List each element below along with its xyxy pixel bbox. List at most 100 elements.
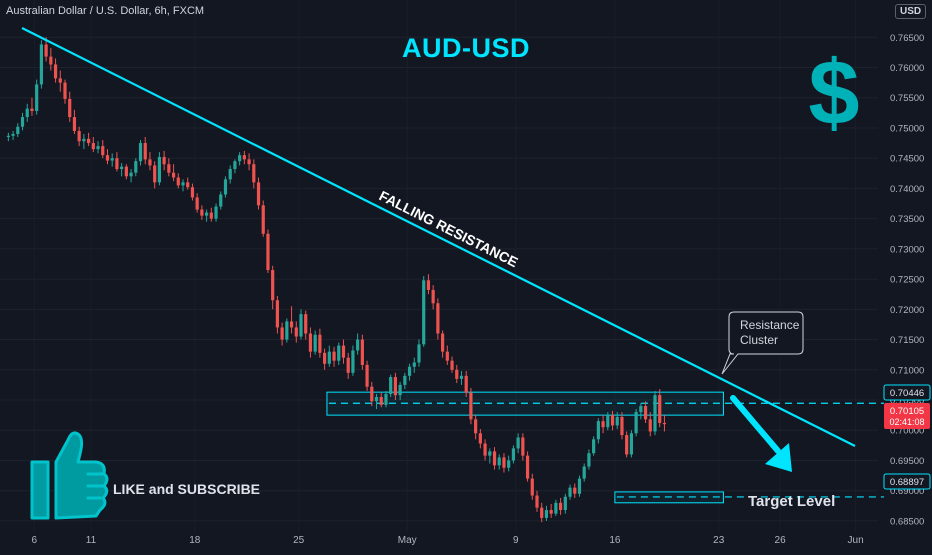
resistance-cluster-callout[interactable]: Resistance Cluster [721,311,804,375]
candle[interactable] [441,333,445,352]
candle[interactable] [370,386,374,402]
candle[interactable] [223,179,228,195]
candle[interactable] [68,98,72,118]
candle[interactable] [176,177,180,186]
candle[interactable] [294,327,298,337]
candle[interactable] [39,44,43,85]
candle[interactable] [606,415,610,428]
candle[interactable] [502,457,506,468]
candle[interactable] [549,510,553,514]
candle[interactable] [422,280,426,345]
candle[interactable] [275,300,279,328]
candle[interactable] [285,321,289,340]
candle[interactable] [426,280,431,290]
time-axis[interactable]: 6 11 18 25 May 9 16 23 26 Jun [32,535,864,546]
candle[interactable] [610,415,615,426]
candle[interactable] [398,384,402,396]
candle[interactable] [417,344,421,363]
candle[interactable] [11,133,15,136]
candle[interactable] [507,460,511,468]
candle[interactable] [516,437,520,449]
candle[interactable] [308,333,313,352]
candle[interactable] [469,392,473,420]
candle[interactable] [101,146,105,156]
candle[interactable] [157,156,161,183]
price-axis[interactable]: 0.76500 0.76000 0.75500 0.75000 0.74500 0.740… [890,33,924,528]
candle[interactable] [403,375,407,385]
candle[interactable] [360,339,364,365]
candle[interactable] [44,44,48,57]
candle[interactable] [492,451,497,466]
candle[interactable] [625,435,629,455]
candle[interactable] [431,289,435,304]
candle[interactable] [601,421,605,428]
candle[interactable] [412,362,416,367]
candle[interactable] [124,166,128,177]
candle[interactable] [304,314,308,334]
candle[interactable] [228,169,232,180]
candles[interactable] [6,37,667,523]
candle[interactable] [483,443,487,456]
candle[interactable] [16,126,20,134]
candle[interactable] [450,360,454,370]
candle[interactable] [209,212,213,219]
candle[interactable] [379,396,383,405]
candle[interactable] [374,396,379,402]
candle[interactable] [120,166,124,170]
candle[interactable] [219,194,223,207]
candle[interactable] [110,158,114,161]
candle[interactable] [559,502,563,511]
candle[interactable] [464,375,468,393]
candle[interactable] [87,138,91,144]
candle[interactable] [242,155,246,160]
candle[interactable] [49,56,53,65]
falling-resistance-line[interactable] [21,27,856,447]
candle[interactable] [568,487,572,497]
candle[interactable] [658,395,662,423]
candle[interactable] [143,143,147,160]
candle[interactable] [620,416,624,436]
candle[interactable] [341,345,346,358]
candle[interactable] [289,321,294,328]
candle[interactable] [91,143,95,150]
candle[interactable] [266,233,270,271]
candle[interactable] [205,212,209,216]
candle[interactable] [356,339,360,351]
candle[interactable] [582,466,586,479]
candle[interactable] [478,433,482,444]
candle[interactable] [252,164,256,183]
candle[interactable] [247,159,251,165]
candle[interactable] [445,351,449,361]
candle[interactable] [186,182,190,188]
candle[interactable] [563,496,567,511]
candle[interactable] [459,375,464,379]
candle[interactable] [488,451,492,456]
candle[interactable] [63,82,67,99]
candle[interactable] [530,478,534,496]
candle[interactable] [200,209,204,216]
candle[interactable] [318,334,322,353]
symbol-title[interactable]: Australian Dollar / U.S. Dollar, 6h, FXC… [6,5,205,17]
candle[interactable] [639,406,643,413]
candle[interactable] [53,64,58,79]
candle[interactable] [474,419,478,434]
candle[interactable] [195,197,199,210]
candle[interactable] [134,161,138,173]
candle[interactable] [521,437,525,456]
candle[interactable] [190,187,195,198]
candle[interactable] [167,164,171,173]
candle[interactable] [351,350,355,373]
candle[interactable] [577,478,582,494]
candle[interactable] [171,172,176,178]
currency-button[interactable]: USD [895,4,927,19]
candle[interactable] [455,369,459,379]
candle[interactable] [596,421,600,440]
candle[interactable] [643,406,648,420]
candle[interactable] [82,138,86,142]
candle[interactable] [162,156,166,165]
candle[interactable] [587,453,591,467]
candle[interactable] [77,130,81,142]
candle[interactable] [436,303,440,334]
